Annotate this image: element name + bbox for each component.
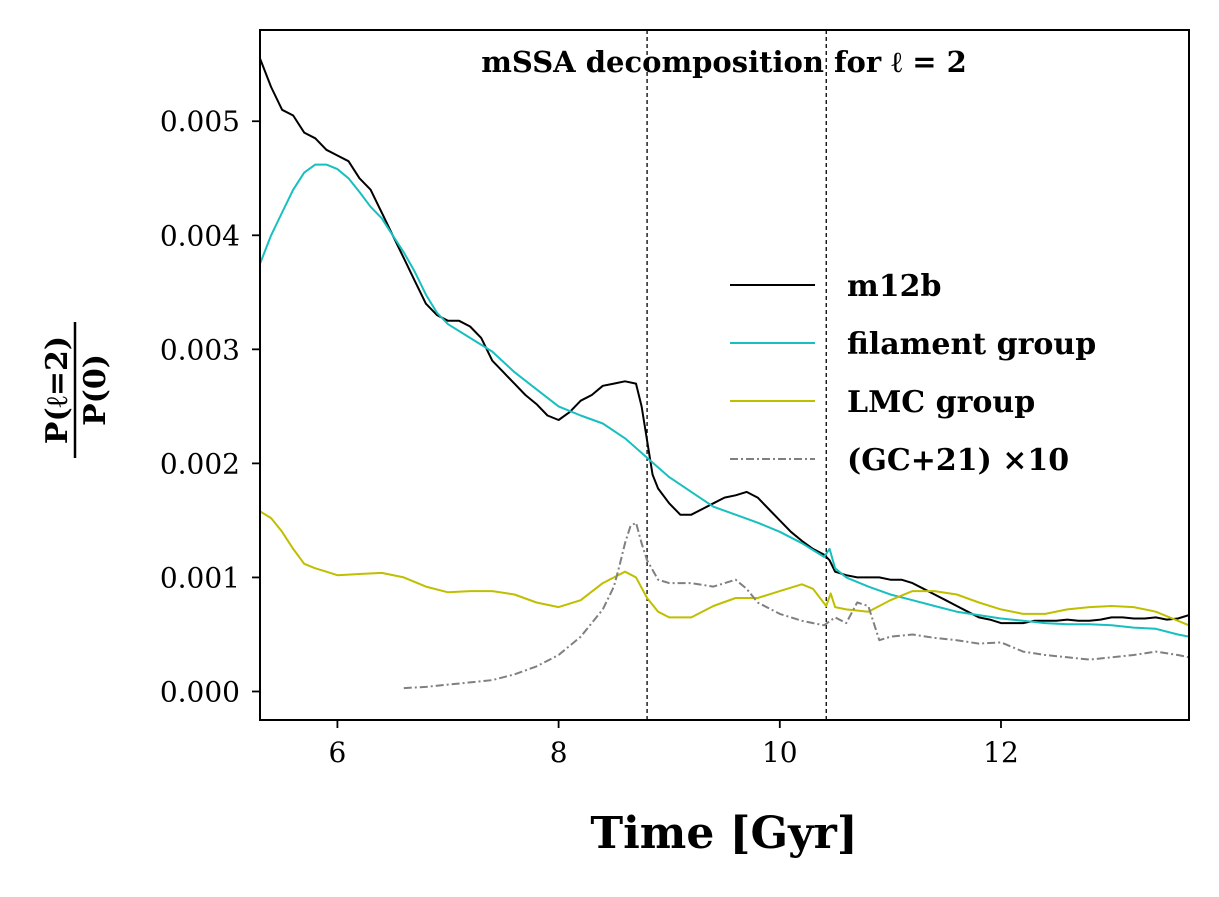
series-line-lmc-group: [260, 510, 1189, 627]
x-tick-label: 12: [983, 736, 1019, 769]
x-tick-label: 6: [329, 736, 347, 769]
y-tick-label: 0.001: [160, 561, 240, 594]
y-axis-label-numerator: P(ℓ=2): [40, 336, 75, 444]
chart-title: mSSA decomposition for ℓ = 2: [481, 45, 967, 79]
legend-label: m12b: [847, 269, 941, 304]
y-axis-label: P(ℓ=2) P(0): [40, 322, 113, 458]
x-tick-label: 8: [550, 736, 568, 769]
y-tick-label: 0.004: [160, 219, 240, 252]
y-axis-label-denominator: P(0): [78, 354, 113, 426]
plot-frame: [259, 29, 1190, 721]
x-tick-label: 10: [762, 736, 798, 769]
series-line-filament-group: [260, 163, 1189, 638]
x-axis-ticks: 6 8 10 12: [329, 720, 1019, 769]
legend-label: (GC+21) ×10: [847, 443, 1069, 478]
legend-label: filament group: [847, 327, 1096, 362]
series-lines: [260, 58, 1189, 690]
y-tick-label: 0.005: [160, 105, 240, 138]
y-tick-label: 0.003: [160, 333, 240, 366]
x-axis-label: Time [Gyr]: [590, 808, 857, 859]
y-tick-label: 0.002: [160, 447, 240, 480]
series-line--gc-21-10: [403, 521, 1189, 690]
y-axis-ticks: 0.000 0.001 0.002 0.003 0.004 0.005: [160, 105, 260, 708]
legend: m12b filament group LMC group (GC+21) ×10: [730, 269, 1096, 478]
y-tick-label: 0.000: [160, 675, 240, 708]
legend-label: LMC group: [847, 385, 1035, 420]
